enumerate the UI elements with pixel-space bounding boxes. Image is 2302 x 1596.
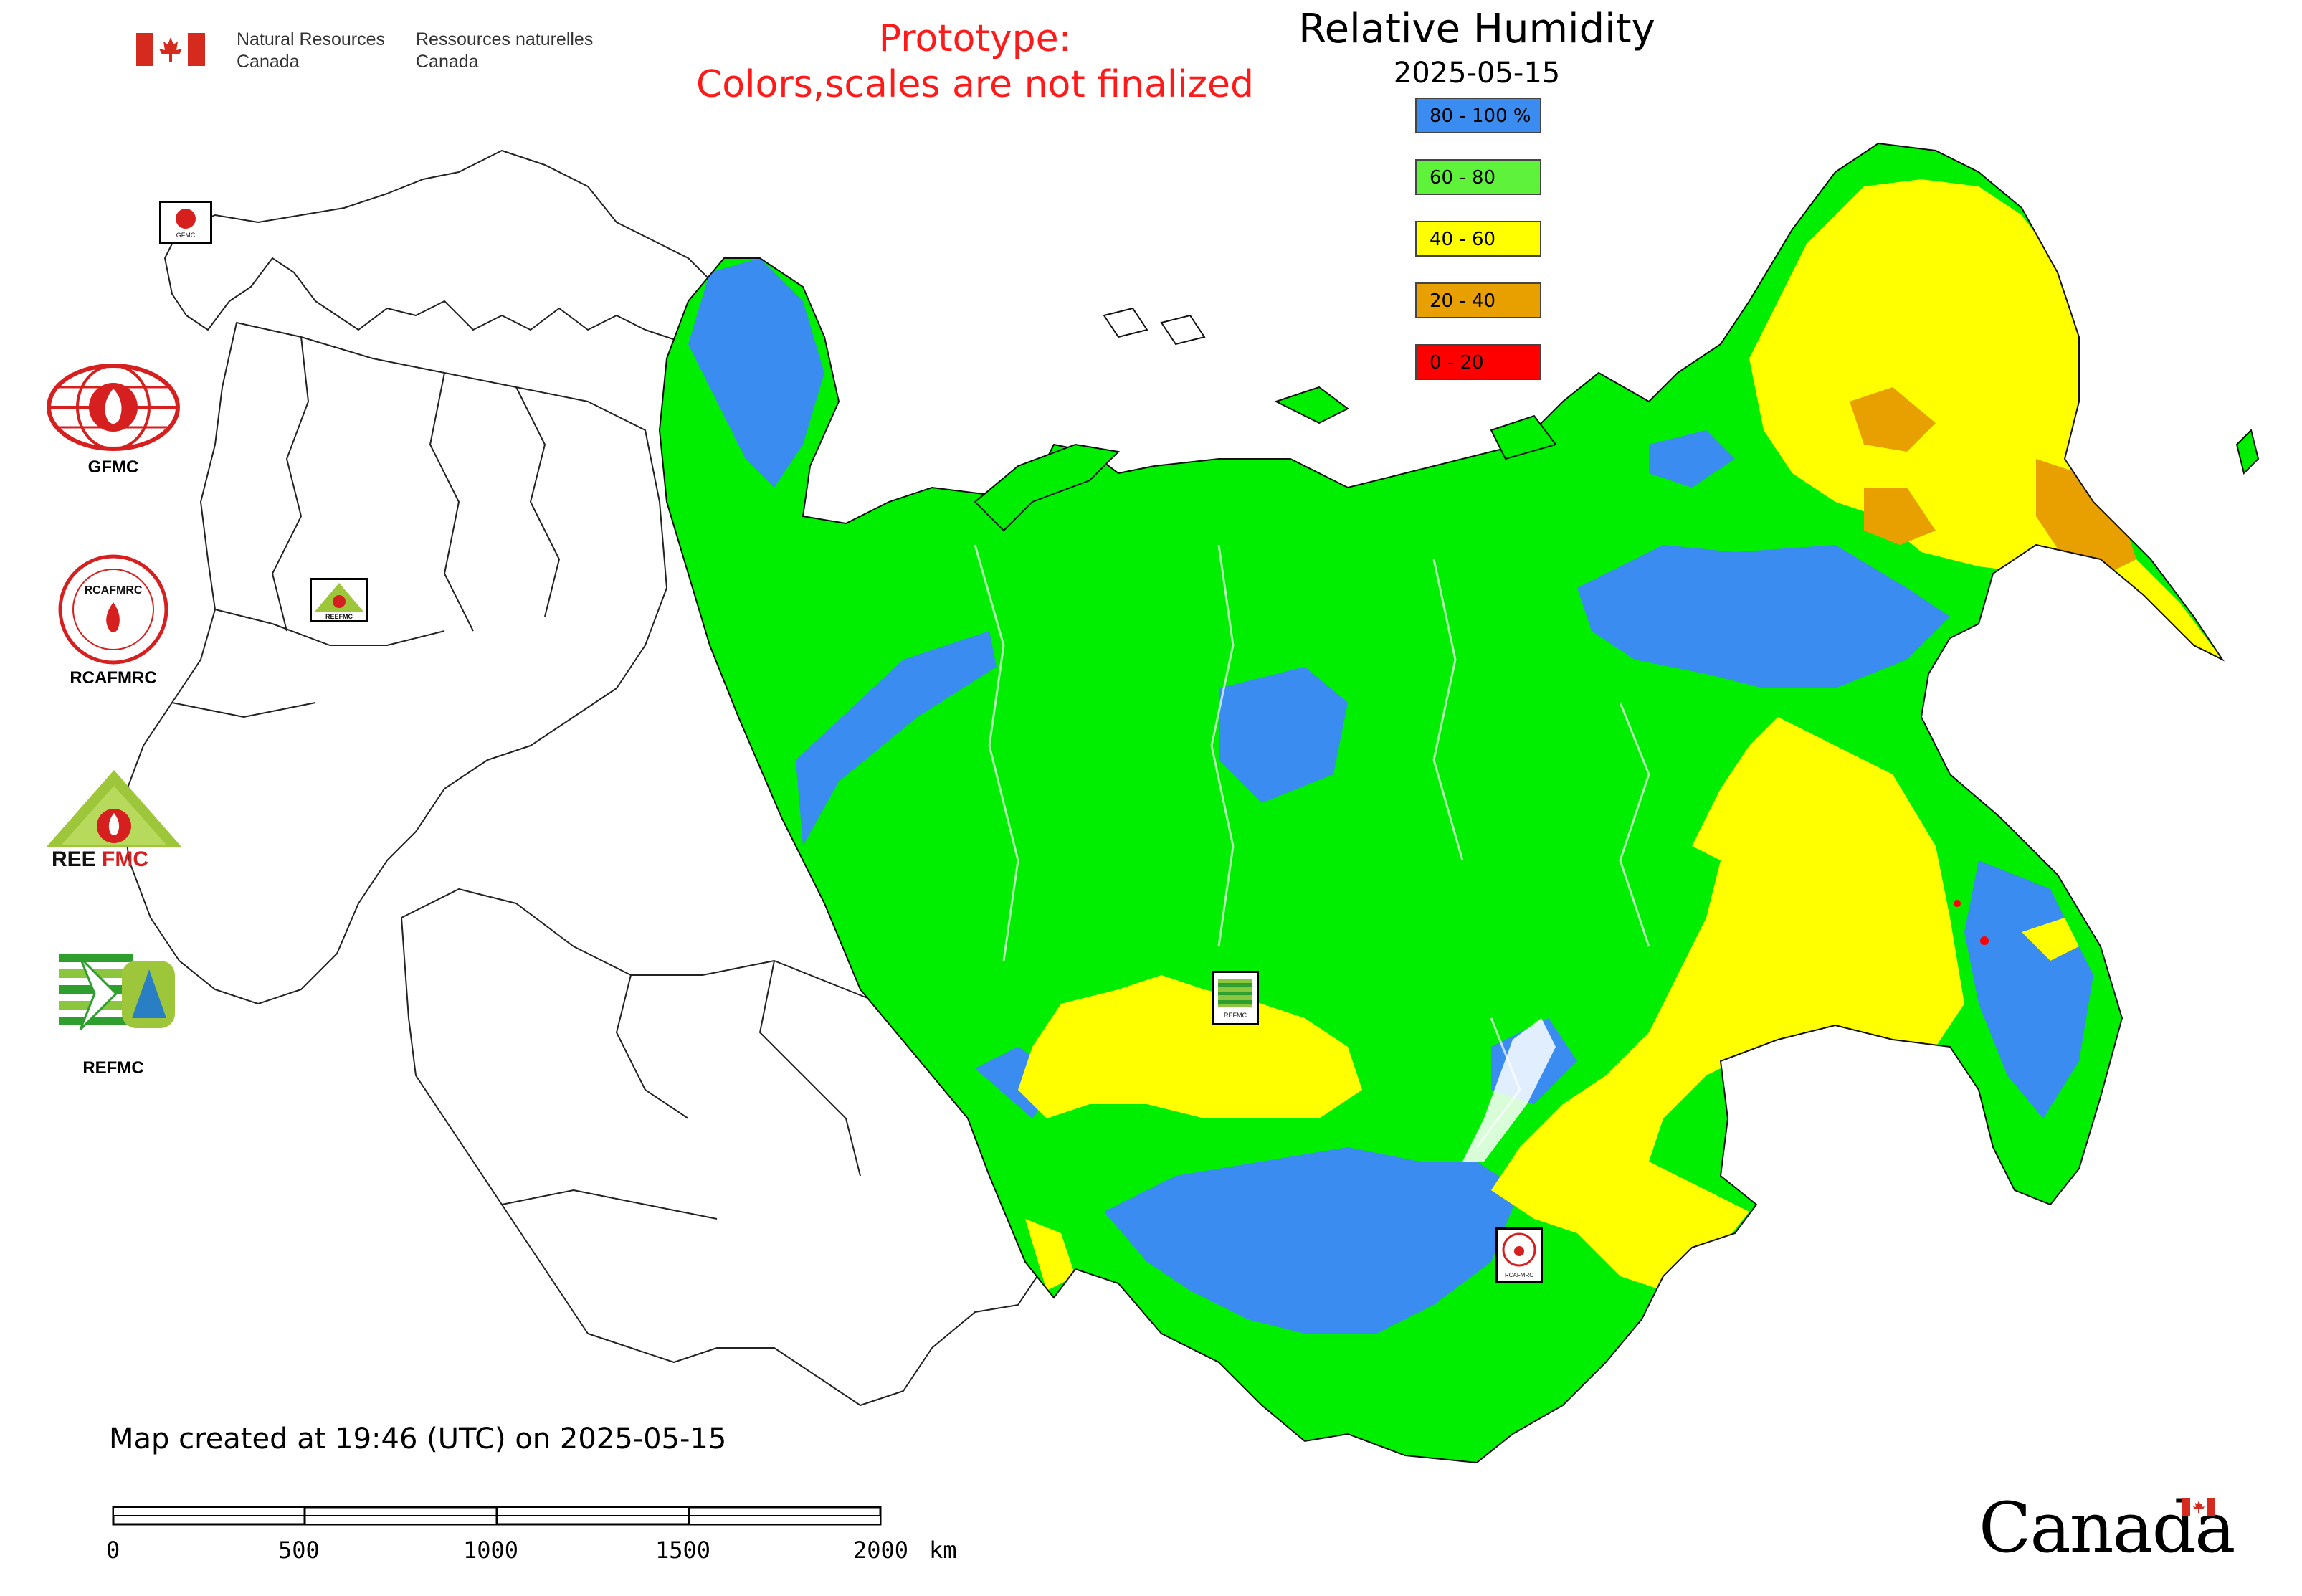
reefmc-marker-icon: REEFMC xyxy=(315,583,363,620)
scale-bar: 0 500 1000 1500 2000 km xyxy=(106,1500,968,1579)
org-name-en: Natural Resources Canada xyxy=(237,29,386,72)
scale-unit: km xyxy=(929,1536,957,1564)
scale-bar-graphic xyxy=(112,1506,882,1526)
refmc-logo: REFMC xyxy=(52,944,195,1087)
eastern-europe-outline xyxy=(121,322,667,1004)
inner-borders xyxy=(171,336,861,1220)
refmc-emblem-icon xyxy=(59,951,175,1037)
svg-text:RCAFMRC: RCAFMRC xyxy=(1505,1272,1533,1278)
legend-item-0-20: 0 - 20 xyxy=(1415,344,1541,380)
map-title: Relative Humidity xyxy=(1298,6,1655,52)
rh-20-40-zones xyxy=(1850,387,2136,574)
rcafmrc-map-marker[interactable]: RCAFMRC xyxy=(1495,1227,1543,1283)
scale-tick-0: 0 xyxy=(106,1536,120,1564)
legend-item-40-60: 40 - 60 xyxy=(1415,221,1541,257)
svg-text:GFMC: GFMC xyxy=(176,232,196,239)
map-created-text: Map created at 19:46 (UTC) on 2025-05-15 xyxy=(109,1422,727,1455)
legend-item-20-40: 20 - 40 xyxy=(1415,282,1541,318)
reefmc-logo: REE FMC xyxy=(39,767,189,875)
legend-item-80-100: 80 - 100 % xyxy=(1415,98,1541,133)
svg-text:REEFMC: REEFMC xyxy=(325,613,353,620)
svg-text:REE: REE xyxy=(52,847,96,871)
rcafmrc-marker-icon: RCAFMRC xyxy=(1502,1232,1536,1278)
scale-tick-2000: 2000 xyxy=(853,1536,909,1564)
rh-0-20-zones xyxy=(1954,900,1989,945)
data-region-border xyxy=(658,142,2225,1464)
gfmc-logo: GFMC xyxy=(42,363,185,492)
arctic-islands xyxy=(974,386,2260,532)
gfmc-map-marker[interactable]: GFMC xyxy=(159,201,212,244)
canada-flag-icon xyxy=(136,33,205,66)
scale-tick-1500: 1500 xyxy=(655,1536,711,1564)
scale-tick-500: 500 xyxy=(278,1536,320,1564)
refmc-marker-icon: REFMC xyxy=(1218,979,1252,1019)
rcafmrc-logo: RCAFMRC RCAFMRC xyxy=(42,552,185,695)
refmc-map-marker[interactable]: REFMC xyxy=(1212,971,1259,1025)
rcafmrc-label: RCAFMRC xyxy=(70,668,157,688)
prototype-line-1: Prototype: xyxy=(878,17,1072,60)
canada-wordmark: Canada xyxy=(1979,1488,2235,1567)
svg-text:REFMC: REFMC xyxy=(1224,1012,1247,1019)
gfmc-marker-icon: GFMC xyxy=(176,209,196,239)
refmc-label: REFMC xyxy=(82,1058,144,1078)
gfmc-label: GFMC xyxy=(87,457,139,477)
gfmc-globe-icon xyxy=(47,364,180,451)
prototype-notice: Prototype: Colors,scales are not finaliz… xyxy=(660,16,1290,108)
map-date: 2025-05-15 xyxy=(1393,57,1561,90)
legend: 80 - 100 % 60 - 80 40 - 60 20 - 40 0 - 2… xyxy=(1415,98,1546,384)
legend-item-60-80: 60 - 80 xyxy=(1415,159,1541,195)
lake-baikal xyxy=(1462,1018,1556,1162)
canada-flag-icon xyxy=(2182,1498,2215,1516)
government-signature: Natural Resources Canada Ressources natu… xyxy=(136,29,609,72)
scale-tick-1000: 1000 xyxy=(463,1536,519,1564)
reefmc-map-marker[interactable]: REEFMC xyxy=(310,578,368,622)
reefmc-triangle-icon: REE FMC xyxy=(46,770,182,871)
svalbard-islands xyxy=(1103,307,1206,346)
prototype-line-2: Colors,scales are not finalized xyxy=(695,63,1255,106)
rcafmrc-seal-icon: RCAFMRC xyxy=(58,554,168,665)
svg-text:RCAFMRC: RCAFMRC xyxy=(85,584,143,597)
svg-text:FMC: FMC xyxy=(102,847,148,871)
scandinavia-outline xyxy=(164,150,725,345)
org-name-fr: Ressources naturelles Canada xyxy=(416,29,594,72)
